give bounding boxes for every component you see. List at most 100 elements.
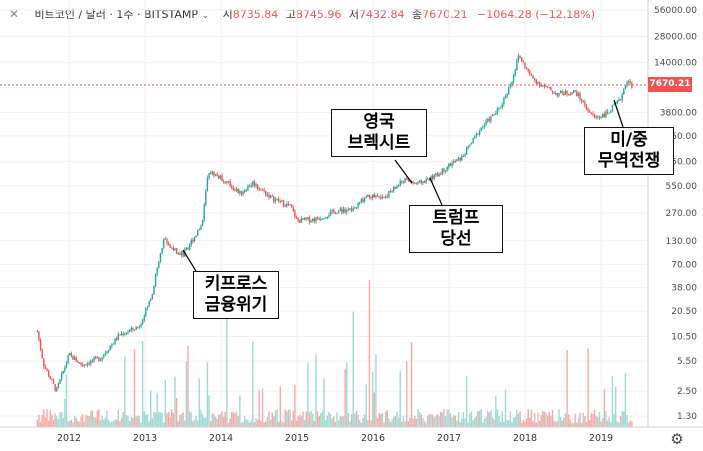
candle-body — [185, 247, 188, 250]
candle-body — [603, 113, 606, 117]
volume-bar — [592, 413, 594, 427]
candle-body — [370, 197, 372, 199]
volume-bar — [357, 414, 359, 427]
candle-body — [190, 239, 192, 246]
price-tick-label: 14000.00 — [654, 59, 697, 69]
volume-bar — [585, 422, 588, 427]
volume-bar — [234, 413, 236, 427]
candle-body — [248, 185, 251, 187]
volume-bar — [269, 419, 272, 427]
candle-body — [99, 359, 102, 361]
candle-body — [606, 111, 609, 114]
volume-bar — [72, 422, 74, 427]
volume-bar — [180, 413, 183, 427]
settings-icon[interactable]: ⚙ — [670, 430, 684, 448]
volume-bar — [227, 422, 230, 427]
volume-bar — [412, 418, 414, 427]
candle-body — [501, 104, 503, 108]
volume-bar — [214, 416, 217, 427]
candle-body — [381, 196, 384, 199]
candle-body — [104, 353, 107, 355]
candle-body — [533, 78, 536, 81]
volume-bar — [132, 418, 134, 427]
candle-body — [525, 67, 528, 69]
candle-body — [401, 180, 403, 183]
candle-body — [349, 208, 351, 210]
volume-bar — [619, 416, 622, 427]
candle-body — [305, 217, 307, 220]
candle-body — [564, 90, 567, 96]
volume-bar — [347, 412, 350, 427]
volume-bar — [504, 389, 507, 427]
candle-body — [138, 326, 141, 328]
candle-body — [307, 217, 309, 220]
candle-body — [112, 343, 115, 345]
candle-body — [333, 210, 335, 212]
volume-bar — [417, 409, 419, 427]
volume-bar — [313, 421, 316, 427]
candle-body — [52, 379, 55, 384]
candle-body — [226, 181, 228, 183]
candle-body — [93, 357, 95, 361]
candle-body — [394, 186, 397, 189]
volume-bar — [245, 419, 248, 427]
volume-bar — [618, 422, 620, 427]
volume-bar — [316, 411, 319, 427]
volume-bar — [43, 409, 45, 427]
candle-body — [527, 68, 529, 72]
volume-bar — [326, 415, 329, 427]
candle-body — [365, 196, 367, 198]
candle-body — [324, 217, 327, 219]
volume-bar — [383, 422, 385, 427]
candle-body — [384, 196, 387, 198]
volume-bar — [561, 420, 563, 427]
volume-bar — [141, 341, 144, 427]
price-tick-label: 3800.00 — [660, 108, 697, 118]
volume-bar — [496, 409, 499, 427]
volume-bar — [190, 412, 192, 427]
volume-bar — [243, 416, 246, 427]
candle-body — [137, 327, 139, 329]
volume-bar — [91, 410, 94, 427]
grid-lines — [0, 0, 648, 427]
candle-body — [331, 210, 333, 212]
candle-body — [422, 181, 424, 184]
candle-body — [352, 208, 354, 211]
volume-bar — [203, 418, 205, 427]
candle-body — [124, 333, 126, 336]
price-tick-label: 1.30 — [677, 412, 697, 422]
open-label: 시 — [222, 8, 233, 21]
candle-body — [514, 70, 516, 76]
price-tick-label: 70.00 — [671, 260, 697, 270]
candle-body — [140, 323, 142, 327]
symbol-info[interactable]: 비트코인 / 달러 · 1주 · BITSTAMP ⌄ — [35, 6, 210, 22]
volume-bar — [85, 414, 87, 427]
candle-body — [517, 55, 520, 61]
candle-body — [109, 346, 111, 351]
candle-body — [503, 98, 505, 105]
close-icon[interactable]: ✕ — [9, 7, 20, 21]
volume-bar — [292, 410, 294, 427]
candle-body — [320, 218, 322, 220]
volume-bar — [461, 418, 463, 427]
candle-body — [595, 116, 597, 118]
volume-bar — [393, 417, 395, 427]
candle-body — [371, 194, 374, 198]
volume-bar — [605, 411, 607, 427]
annotation-cyprus: 키프로스 금융위기 — [193, 271, 279, 319]
volume-bar — [574, 413, 576, 427]
candle-body — [619, 99, 622, 101]
candle-body — [232, 187, 235, 190]
candle-body — [608, 112, 610, 114]
volume-bar — [587, 348, 589, 427]
volume-bar — [308, 412, 311, 427]
annotation-brexit-line1: 영국 — [363, 112, 395, 132]
candle-body — [41, 349, 43, 359]
candle-body — [213, 171, 215, 176]
volume-bar — [482, 422, 484, 427]
volume-bar — [465, 376, 468, 427]
volume-bar — [373, 392, 375, 427]
volume-bar — [508, 420, 510, 427]
volume-bar — [88, 416, 90, 427]
